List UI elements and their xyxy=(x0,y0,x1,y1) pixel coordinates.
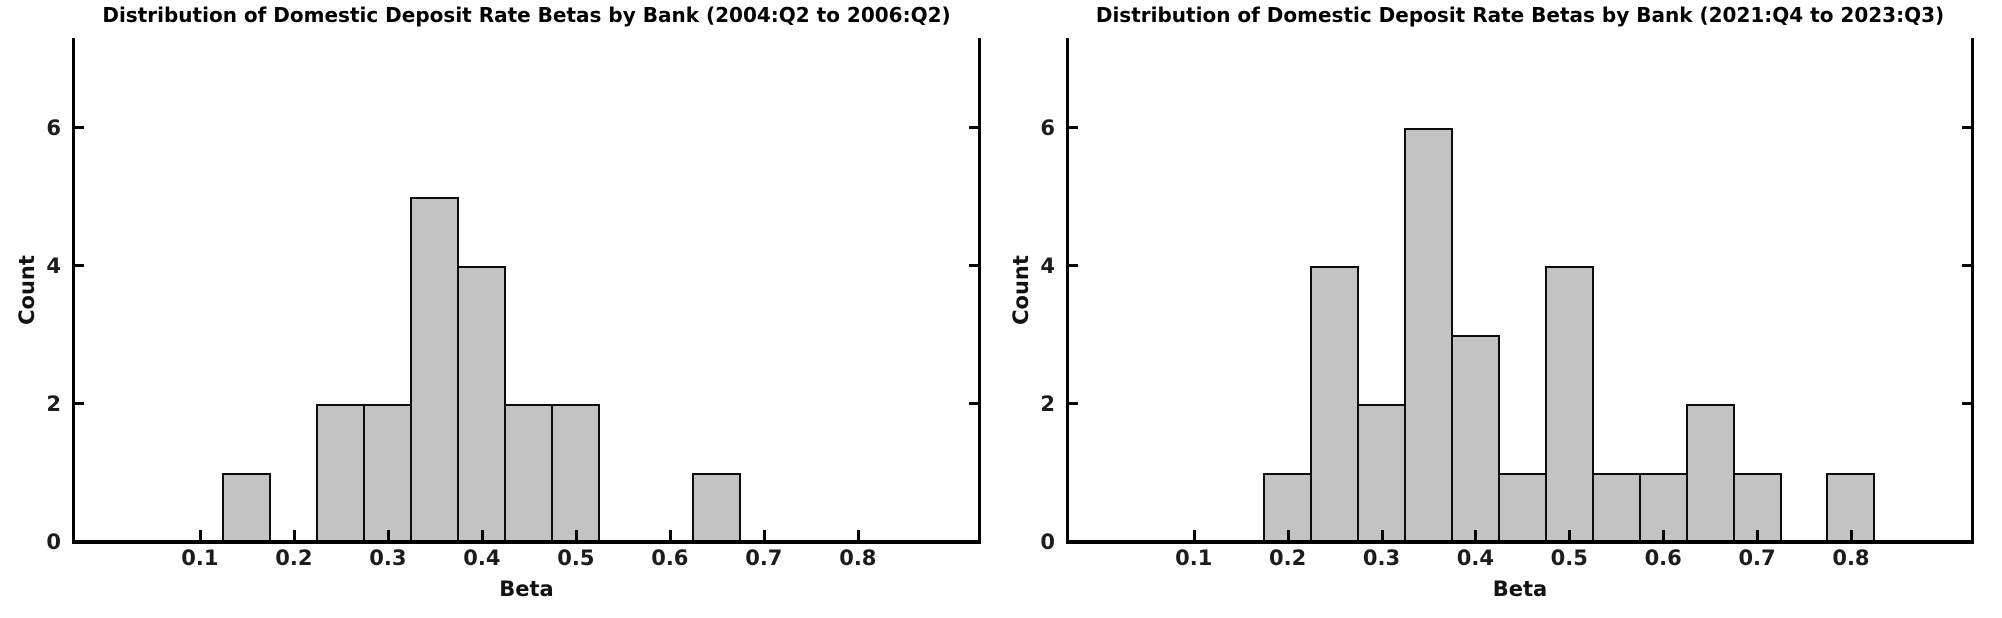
x-tick-label: 0.2 xyxy=(275,546,313,570)
y-tick-label: 4 xyxy=(46,253,61,278)
histogram-bar xyxy=(1403,127,1453,544)
x-tick-label: 0.1 xyxy=(1175,546,1213,570)
histogram-bar xyxy=(1544,265,1594,544)
histogram-bar xyxy=(1497,472,1547,544)
x-tick xyxy=(856,530,860,540)
y-tick-label: 0 xyxy=(46,530,61,554)
x-tick-label: 0.3 xyxy=(1362,546,1401,570)
x-tick xyxy=(1662,530,1666,540)
x-tick-label: 0.4 xyxy=(1456,546,1494,570)
x-tick xyxy=(1286,530,1290,540)
y-tick-right xyxy=(969,126,979,130)
x-tick xyxy=(480,530,484,540)
right-spine xyxy=(1971,38,1974,544)
x-axis-line xyxy=(72,540,981,544)
x-tick xyxy=(1756,530,1760,540)
x-tick xyxy=(1568,530,1572,540)
histogram-bar xyxy=(1591,472,1641,544)
y-tick-right xyxy=(969,402,979,406)
histogram-bar xyxy=(551,403,601,544)
histogram-bar xyxy=(410,196,460,544)
y-tick-label: 6 xyxy=(1040,115,1055,140)
y-tick xyxy=(1068,402,1078,406)
x-tick-label: 0.6 xyxy=(1644,546,1682,570)
x-tick-label: 0.8 xyxy=(839,546,877,570)
y-tick-label: 0 xyxy=(1040,530,1055,554)
x-tick-label: 0.5 xyxy=(557,546,595,570)
chart-title: Distribution of Domestic Deposit Rate Be… xyxy=(102,3,951,27)
x-tick xyxy=(1849,530,1853,540)
x-tick xyxy=(1192,530,1196,540)
y-tick-right xyxy=(1962,264,1972,268)
y-tick xyxy=(1068,264,1078,268)
x-tick xyxy=(668,530,672,540)
histogram-bar xyxy=(1357,403,1406,544)
plot-area: 0.1 0.2 0.3 0.4 0.5 0.6 0.7 0.8 0 2 4 6 xyxy=(46,38,981,570)
y-tick-right xyxy=(969,264,979,268)
x-axis-label: Beta xyxy=(499,577,554,601)
x-tick-label: 0.8 xyxy=(1832,546,1870,570)
x-tick-label: 0.6 xyxy=(651,546,689,570)
x-tick xyxy=(574,530,578,540)
x-tick-label: 0.5 xyxy=(1550,546,1588,570)
histogram-bar xyxy=(1450,334,1500,544)
x-tick xyxy=(198,530,202,540)
y-tick-label: 4 xyxy=(1040,253,1055,278)
histogram-bar xyxy=(504,403,554,544)
plot-area: 0.1 0.2 0.3 0.4 0.5 0.6 0.7 0.8 0 2 4 6 xyxy=(1040,38,1974,570)
chart-title: Distribution of Domestic Deposit Rate Be… xyxy=(1095,3,1945,27)
x-tick xyxy=(386,530,390,540)
y-tick xyxy=(74,264,84,268)
histogram-bar xyxy=(1685,403,1735,544)
histogram-bar xyxy=(1310,265,1360,544)
x-tick-label: 0.3 xyxy=(369,546,407,570)
x-tick-label: 0.4 xyxy=(463,546,501,570)
y-tick-label: 2 xyxy=(46,391,61,416)
x-tick-label: 0.7 xyxy=(745,546,783,570)
y-tick xyxy=(74,126,84,130)
left-spine xyxy=(72,38,75,544)
x-tick-label: 0.1 xyxy=(181,546,219,570)
x-tick-label: 0.7 xyxy=(1738,546,1776,570)
x-tick xyxy=(1380,530,1384,540)
y-tick xyxy=(1068,126,1078,130)
x-tick-label: 0.2 xyxy=(1269,546,1307,570)
histogram-bar xyxy=(222,472,272,544)
left-spine xyxy=(1066,38,1069,544)
histogram-bar xyxy=(457,265,507,544)
y-tick xyxy=(74,402,84,406)
x-tick xyxy=(292,530,296,540)
histogram-bar xyxy=(363,403,413,544)
histogram-bar xyxy=(316,403,366,544)
x-tick xyxy=(762,530,766,540)
y-tick-label: 6 xyxy=(46,115,61,140)
right-spine xyxy=(978,38,981,544)
x-tick xyxy=(1474,530,1478,540)
x-axis-line xyxy=(1066,540,1974,544)
y-tick-right xyxy=(1962,402,1972,406)
y-tick-right xyxy=(1962,126,1972,130)
y-tick-label: 2 xyxy=(1040,391,1055,416)
histogram-bar xyxy=(692,472,742,544)
x-axis-label: Beta xyxy=(1492,577,1548,601)
